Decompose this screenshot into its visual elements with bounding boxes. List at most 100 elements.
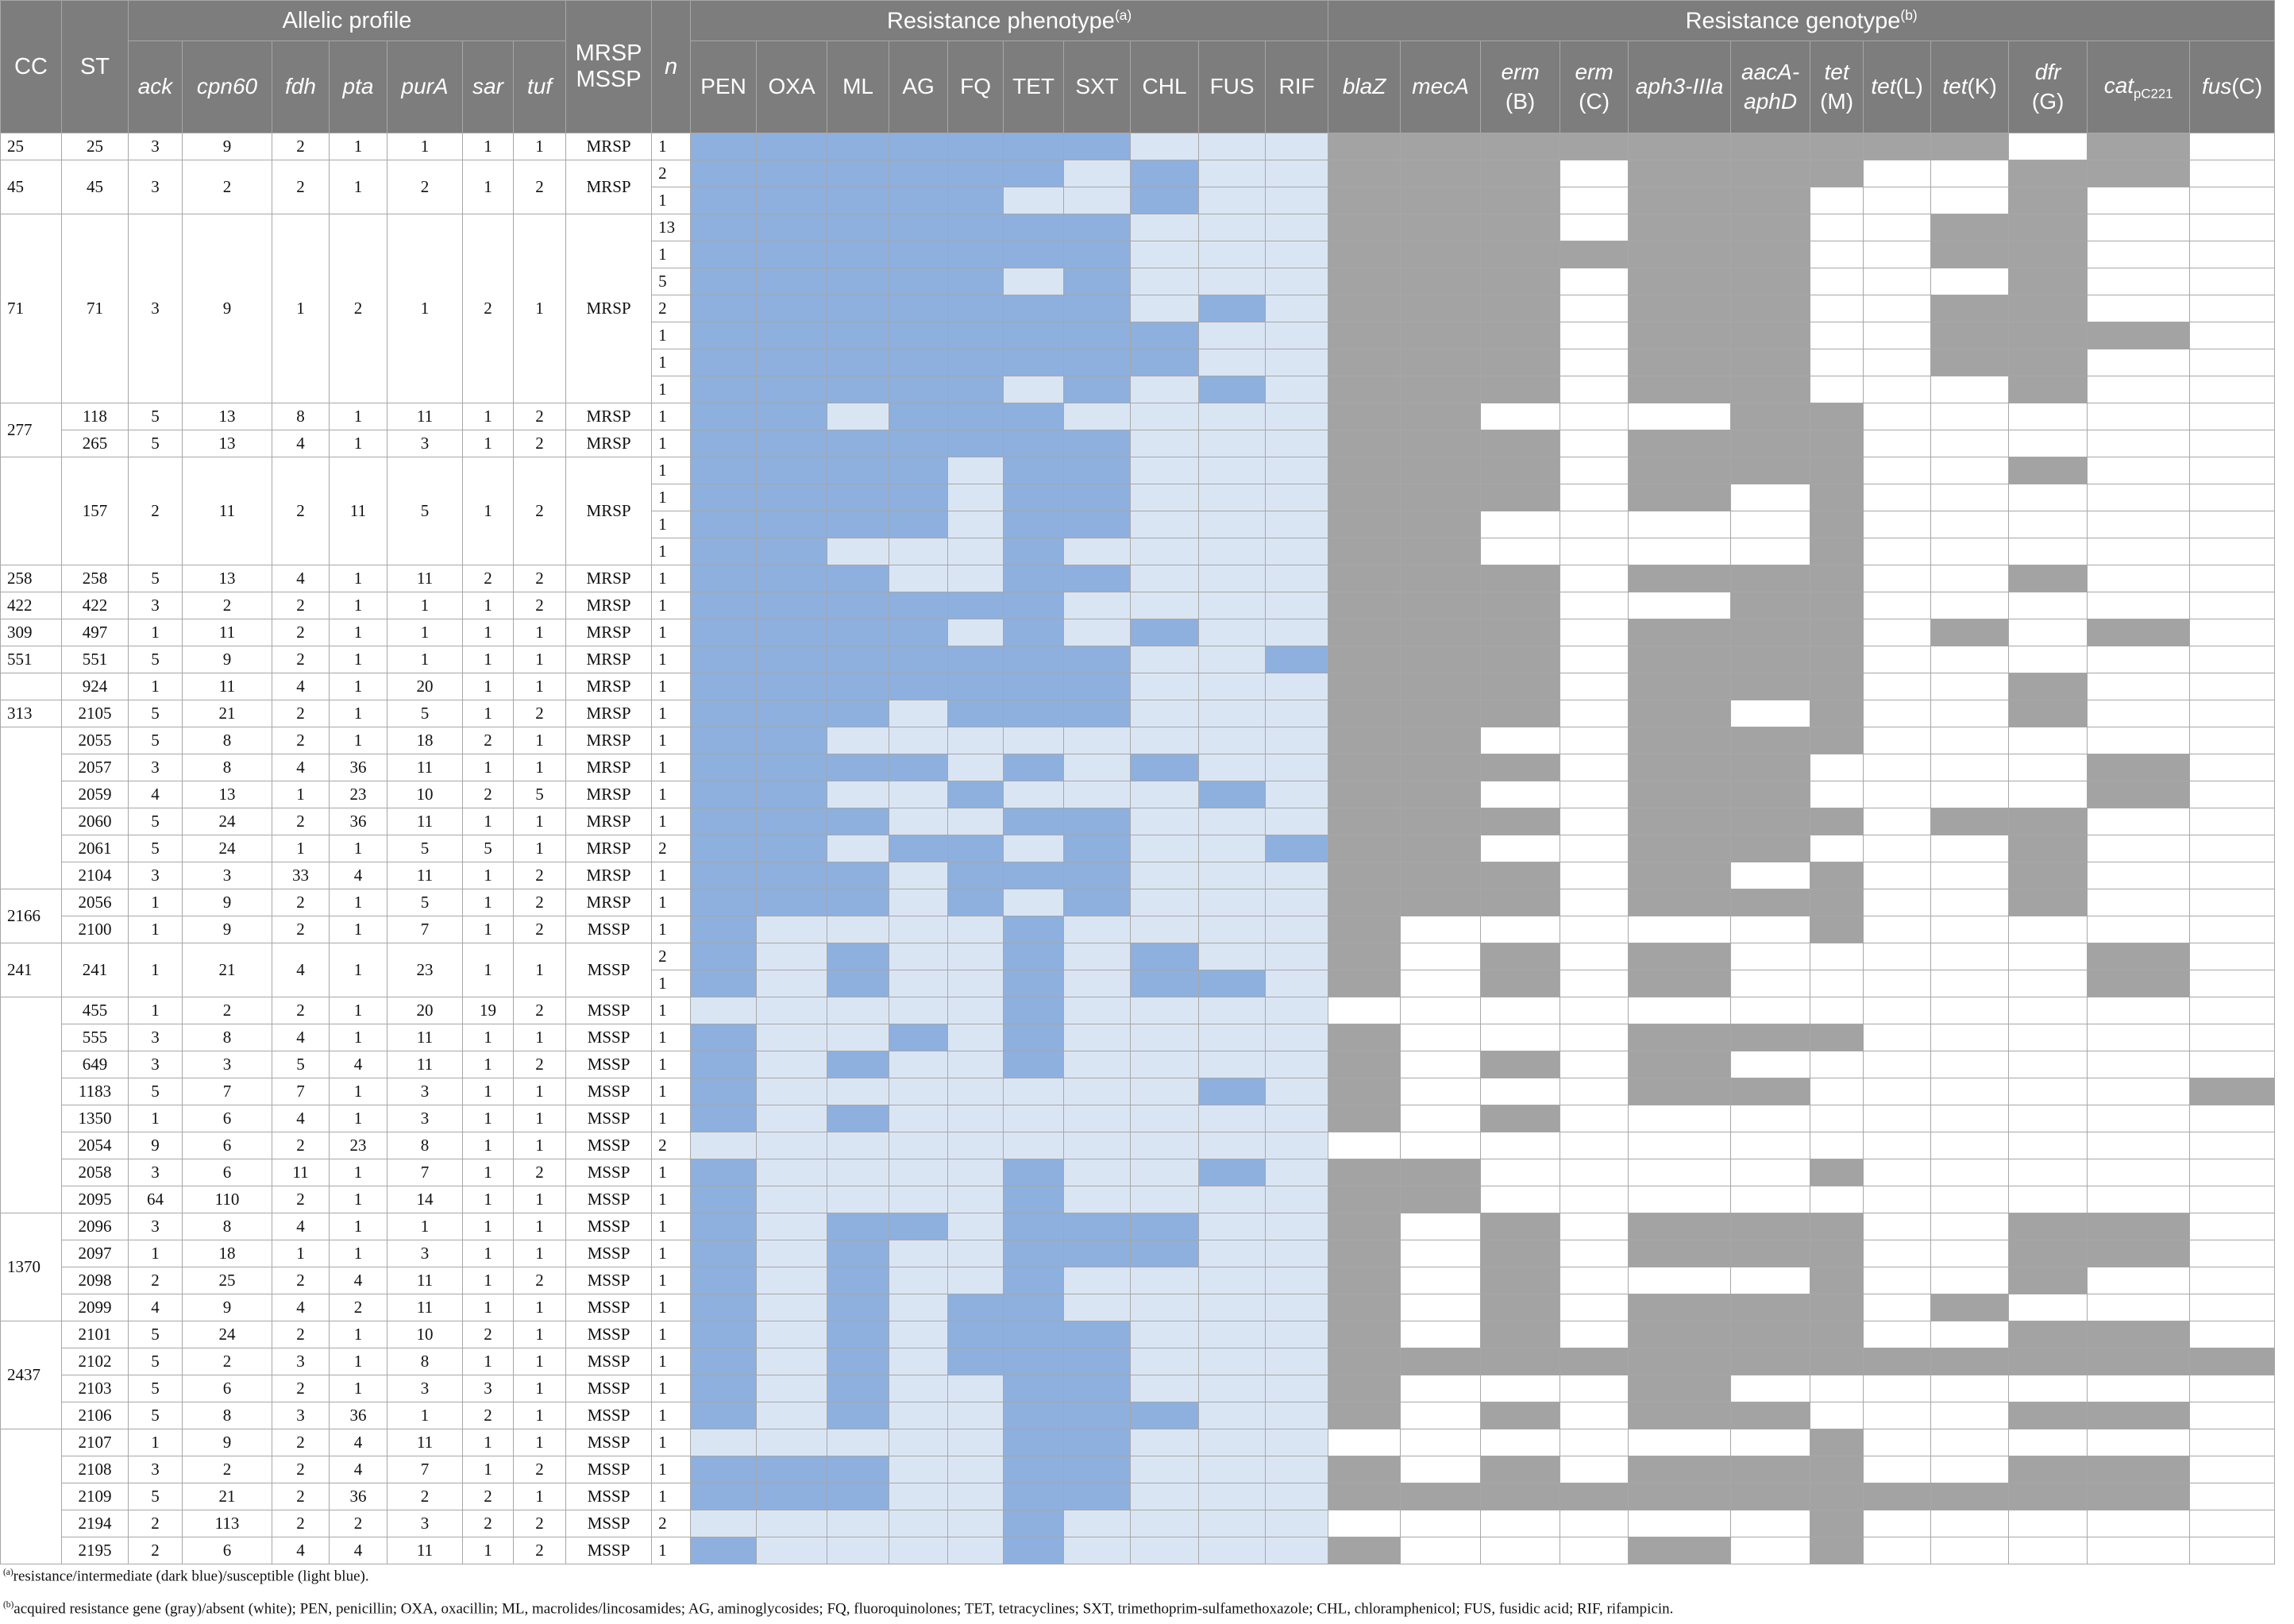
phenotype-cell (827, 511, 890, 538)
mrsp-mssp-cell: MSSP (565, 1537, 653, 1564)
allele-header: purA (387, 41, 463, 133)
mrsp-mssp-cell: MRSP (565, 781, 653, 808)
phenotype-cell (1003, 1159, 1065, 1186)
phenotype-cell (1003, 1186, 1065, 1213)
genotype-cell (2087, 727, 2191, 754)
mrsp-mssp-header: MRSP MSSP (565, 0, 653, 133)
genotype-cell (1930, 1537, 2010, 1564)
phenotype-cell (1003, 1375, 1065, 1402)
genotype-cell (1810, 943, 1864, 970)
table-row: 1 (1, 187, 2276, 214)
phenotype-cell (756, 1078, 828, 1105)
phenotype-cell (827, 781, 890, 808)
allele-cell: 6 (182, 1375, 272, 1402)
genotype-cell (1730, 1105, 1811, 1132)
gene-col-header: catpC221 (2087, 41, 2191, 133)
gene-col-header: aacA-aphD (1730, 41, 1811, 133)
genotype-cell (2087, 700, 2191, 727)
genotype-cell (1560, 1186, 1629, 1213)
genotype-cell (2087, 349, 2191, 376)
gene-name: mecA (1412, 74, 1469, 99)
phenotype-cell (1003, 1078, 1065, 1105)
genotype-cell (1863, 133, 1932, 160)
st-cell: 422 (61, 592, 129, 619)
allele-cell: 2 (512, 403, 567, 430)
table-row: 2106 5 8 3 36 1 2 1 MSSP 1 (1, 1402, 2276, 1429)
phenotype-cell (1003, 1537, 1065, 1564)
phenotype-cell (1130, 889, 1200, 916)
phenotype-cell (947, 1186, 1004, 1213)
phenotype-cell (756, 1051, 828, 1078)
phenotype-cell (1063, 322, 1132, 349)
genotype-cell (1810, 835, 1864, 862)
genotype-cell (2087, 322, 2191, 349)
allele-cell: 2 (512, 916, 567, 943)
phenotype-cell (690, 1240, 758, 1267)
genotype-cell (1628, 970, 1732, 997)
phenotype-cell (690, 754, 758, 781)
mrsp-mssp-cell: MRSP (565, 727, 653, 754)
allele-cell: 3 (128, 1024, 183, 1051)
phenotype-cell (947, 1024, 1004, 1051)
allele-cell: 4 (272, 1294, 330, 1321)
table-row: 2061 5 24 1 1 5 5 1 MRSP 2 (1, 835, 2276, 862)
phenotype-cell (756, 1024, 828, 1051)
phenotype-cell (756, 1105, 828, 1132)
genotype-cell (1560, 349, 1629, 376)
genotype-cell (1863, 646, 1932, 673)
genotype-cell (1730, 349, 1811, 376)
phenotype-cell (1198, 403, 1267, 430)
allele-cell: 1 (462, 457, 514, 565)
phenotype-cell (1198, 1510, 1267, 1537)
phenotype-cell (889, 727, 949, 754)
phenotype-cell (827, 1024, 890, 1051)
phenotype-cell (1130, 1294, 1200, 1321)
table-row: 2100 1 9 2 1 7 1 2 MSSP 1 (1, 916, 2276, 943)
genotype-cell (2008, 835, 2088, 862)
gene-name: tet (1942, 74, 1968, 99)
phenotype-cell (1063, 1213, 1132, 1240)
st-cell: 2056 (61, 889, 129, 916)
genotype-cell (1400, 781, 1482, 808)
allele-cell: 1 (329, 1375, 387, 1402)
genotype-cell (1560, 268, 1629, 295)
genotype-cell (1863, 1051, 1932, 1078)
genotype-cell (1863, 862, 1932, 889)
phenotype-cell (1198, 1348, 1267, 1375)
allele-cell: 9 (182, 1429, 272, 1456)
genotype-cell (1480, 1510, 1561, 1537)
allele-cell: 1 (329, 1348, 387, 1375)
phenotype-cell (1130, 700, 1200, 727)
genotype-cell (1400, 1321, 1482, 1348)
genotype-cell (1863, 268, 1932, 295)
genotype-cell (1628, 1375, 1732, 1402)
st-cell: 2107 (61, 1429, 129, 1456)
genotype-cell (2189, 862, 2276, 889)
genotype-cell (1400, 1240, 1482, 1267)
genotype-cell (1480, 133, 1561, 160)
phenotype-cell (1063, 268, 1132, 295)
phenotype-cell (1063, 1132, 1132, 1159)
allele-cell: 1 (462, 808, 514, 835)
allele-cell: 1 (329, 889, 387, 916)
phenotype-cell (1265, 268, 1329, 295)
phenotype-cell (1063, 1348, 1132, 1375)
allele-cell: 21 (182, 1483, 272, 1510)
phenotype-col-header: FQ (947, 41, 1004, 133)
genotype-cell (2087, 1402, 2191, 1429)
genotype-cell (1863, 808, 1932, 835)
genotype-cell (1328, 916, 1401, 943)
phenotype-cell (947, 1105, 1004, 1132)
phenotype-cell (1003, 862, 1065, 889)
phenotype-cell (1265, 1186, 1329, 1213)
allele-cell: 1 (329, 673, 387, 700)
phenotype-cell (889, 1294, 949, 1321)
genotype-cell (1328, 862, 1401, 889)
genotype-cell (1628, 133, 1732, 160)
phenotype-cell (756, 916, 828, 943)
genotype-cell (2008, 1159, 2088, 1186)
allele-cell: 2 (272, 457, 330, 565)
phenotype-cell (756, 889, 828, 916)
genotype-cell (1480, 511, 1561, 538)
phenotype-cell (1265, 1078, 1329, 1105)
